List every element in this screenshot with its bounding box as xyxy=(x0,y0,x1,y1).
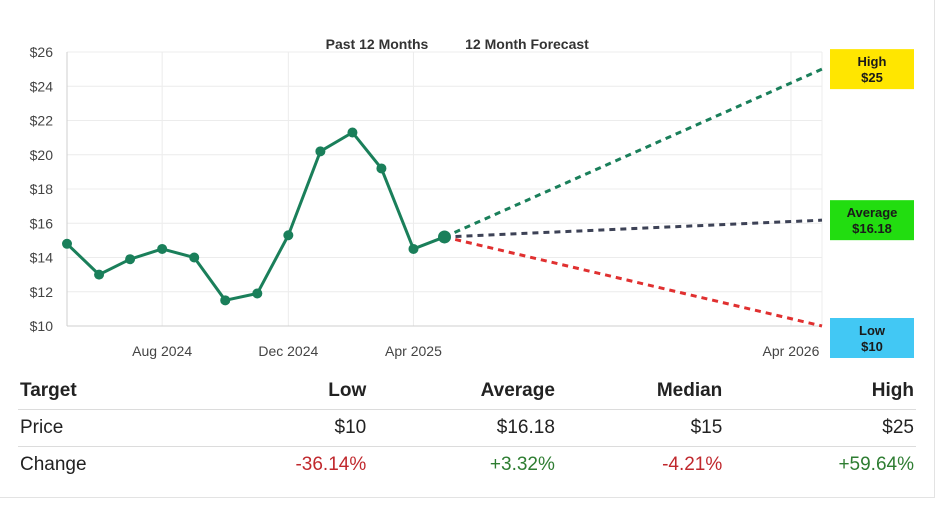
header-median: Median xyxy=(556,373,725,410)
callout-high: High$25 xyxy=(830,49,914,90)
x-tick-label: Aug 2024 xyxy=(132,343,192,359)
history-line xyxy=(65,130,446,302)
forecast-line-average xyxy=(444,218,823,239)
price-median: $15 xyxy=(556,409,725,447)
change-low: -36.14% xyxy=(295,454,367,475)
price-target-table: Target Low Average Median High Price $10… xyxy=(18,373,916,483)
header-target: Target xyxy=(18,373,189,410)
price-average: $16.18 xyxy=(368,409,557,447)
price-target-card xyxy=(0,0,935,498)
history-point xyxy=(157,243,168,254)
y-tick-label: $14 xyxy=(30,250,54,266)
history-point xyxy=(220,295,231,306)
change-high: +59.64% xyxy=(838,454,914,475)
callout-box xyxy=(830,49,914,90)
y-tick-label: $10 xyxy=(30,318,54,334)
price-target-chart: $10 $12 $14 $16 $18 $20 $22 $24 $26 Aug 2024 Dec 2… xyxy=(30,36,914,359)
chart-grid xyxy=(67,51,823,327)
callout-value: $16.18 xyxy=(852,221,892,236)
table-row-change: Change -36.14% +3.32% -4.21% +59.64% xyxy=(18,447,916,484)
y-tick-label: $12 xyxy=(30,284,54,300)
callout-low: Low$10 xyxy=(830,318,914,358)
forecast-lines xyxy=(443,67,823,328)
chart-axes: $10 $12 $14 $16 $18 $20 $22 $24 $26 Aug 2024 Dec 2… xyxy=(30,44,822,359)
y-tick-label: $26 xyxy=(30,44,54,60)
x-tick-label: Apr 2026 xyxy=(763,343,820,359)
history-point xyxy=(283,230,294,241)
y-tick-label: $16 xyxy=(30,215,54,231)
header-high: High xyxy=(724,373,916,410)
header-low: Low xyxy=(188,373,369,410)
y-tick-label: $20 xyxy=(30,147,54,163)
history-point xyxy=(408,243,419,254)
forecast-section-label: 12 Month Forecast xyxy=(465,36,589,52)
history-point xyxy=(376,163,387,174)
callout-label: Average xyxy=(847,205,898,220)
history-point xyxy=(315,146,326,157)
header-average: Average xyxy=(368,373,557,410)
forecast-callouts: High$25 Average$16.18 Low$10 xyxy=(830,49,914,358)
change-median: -4.21% xyxy=(662,454,723,475)
history-series xyxy=(62,127,451,306)
y-tick-label: $18 xyxy=(30,181,54,197)
history-point xyxy=(347,127,358,138)
y-tick-label: $22 xyxy=(30,113,54,129)
callout-box xyxy=(830,318,914,358)
history-point xyxy=(252,288,263,299)
table-row-price: Price $10 $16.18 $15 $25 xyxy=(18,409,916,447)
row-label: Change xyxy=(20,454,87,475)
x-tick-label: Dec 2024 xyxy=(258,343,318,359)
price-low: $10 xyxy=(188,409,369,447)
callout-label: High xyxy=(858,54,887,69)
table-header-row: Target Low Average Median High xyxy=(18,373,916,410)
callout-label: Low xyxy=(859,323,886,338)
history-point xyxy=(94,269,105,280)
change-average: +3.32% xyxy=(489,454,555,475)
forecast-line-high xyxy=(443,67,823,239)
y-tick-label: $24 xyxy=(30,78,54,94)
callout-average: Average$16.18 xyxy=(830,200,914,241)
history-point xyxy=(125,254,136,265)
callout-value: $10 xyxy=(861,339,883,354)
price-high: $25 xyxy=(724,409,916,447)
callout-value: $25 xyxy=(861,70,883,85)
row-label: Price xyxy=(18,409,189,447)
history-point xyxy=(189,252,200,263)
forecast-line-low xyxy=(444,235,823,328)
history-point xyxy=(62,238,72,249)
past-section-label: Past 12 Months xyxy=(326,36,429,52)
callout-box xyxy=(830,200,914,241)
x-tick-label: Apr 2025 xyxy=(385,343,442,359)
current-price-point xyxy=(438,230,451,244)
